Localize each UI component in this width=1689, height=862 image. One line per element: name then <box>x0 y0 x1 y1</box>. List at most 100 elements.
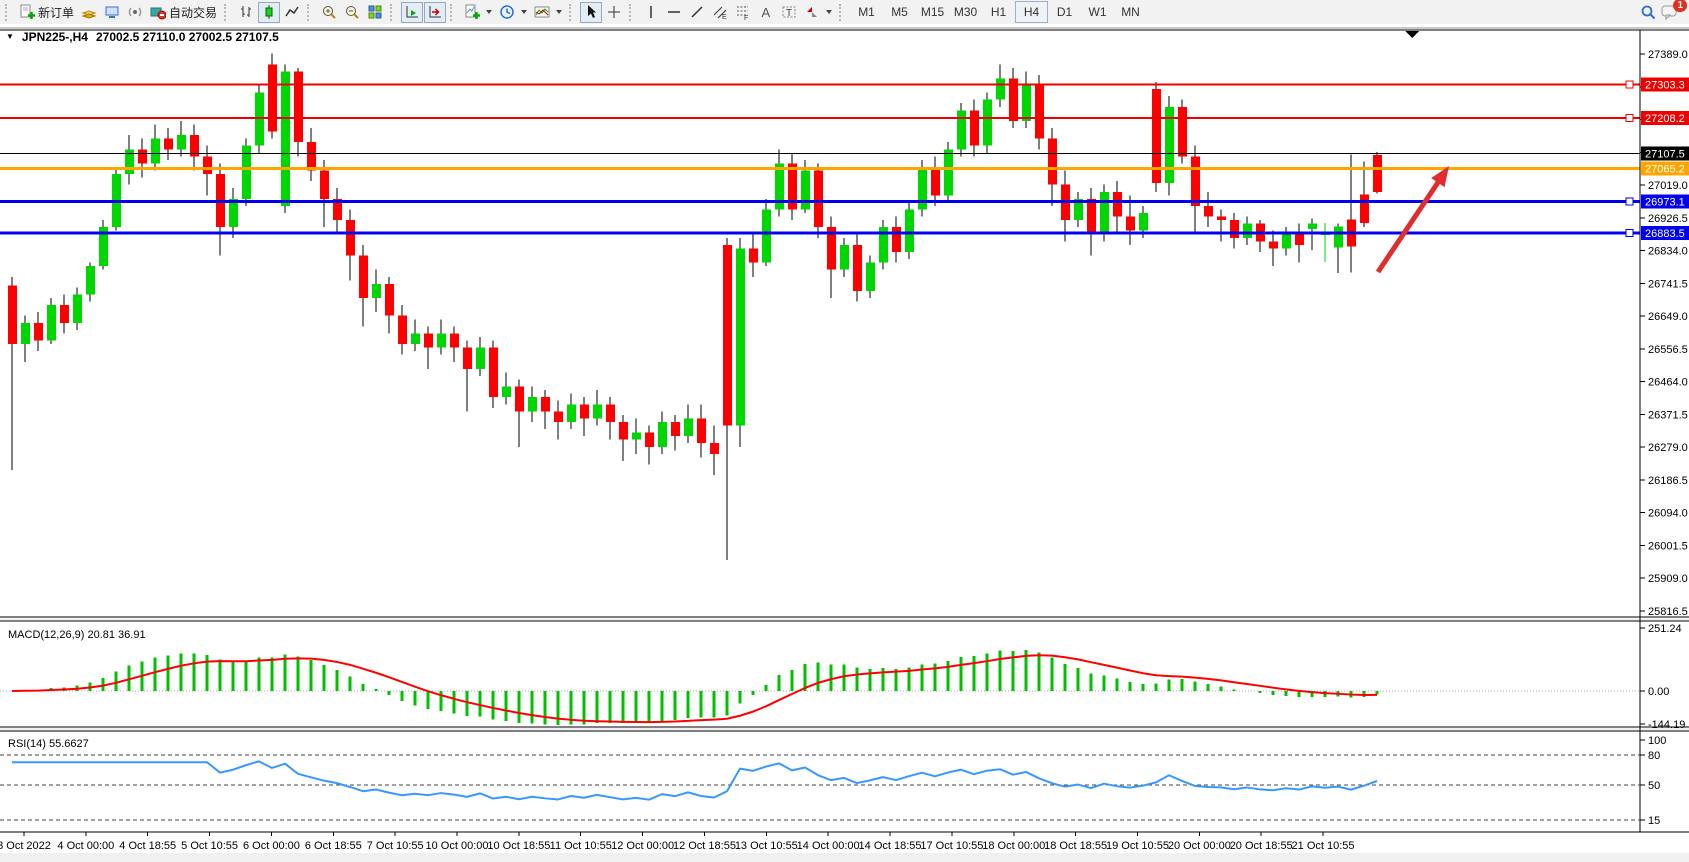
time-axis-label: 17 Oct 10:55 <box>920 840 983 852</box>
bar-chart-button[interactable] <box>235 2 257 23</box>
candle-body <box>879 227 888 263</box>
candlestick-button[interactable] <box>258 1 281 23</box>
new-order-label: 新订单 <box>38 5 75 20</box>
timeframe-button-M30[interactable]: M30 <box>953 5 978 19</box>
time-axis-label: 10 Oct 18:55 <box>487 840 550 852</box>
periods-button[interactable] <box>496 2 530 23</box>
crosshair-icon <box>608 6 621 18</box>
auto-scroll-button[interactable] <box>401 1 424 23</box>
time-axis-label: 14 Oct 18:55 <box>859 840 922 852</box>
candle-body <box>593 404 602 419</box>
candle-body <box>1334 226 1343 248</box>
svg-text:E: E <box>722 14 727 20</box>
price-badge <box>1641 194 1689 209</box>
search-button[interactable] <box>1637 2 1660 23</box>
price-axis-tick: 27389.0 <box>1648 49 1688 61</box>
rsi-axis-tick: 15 <box>1648 815 1660 827</box>
price-axis-tick: 26834.0 <box>1648 246 1688 258</box>
rsi-label: RSI(14) 55.6627 <box>8 738 89 750</box>
candle-body <box>1165 106 1174 183</box>
text-button[interactable]: A <box>755 2 777 23</box>
candle-body <box>242 145 251 199</box>
text-icon: A <box>762 5 771 20</box>
arrows-button[interactable] <box>801 2 835 23</box>
candle-body <box>450 333 459 348</box>
candle-body <box>1295 234 1304 245</box>
trendline-icon <box>691 6 703 18</box>
macd-axis-tick: 251.24 <box>1648 623 1682 635</box>
price-badge-label: 27303.3 <box>1645 79 1685 91</box>
vertical-line-button[interactable] <box>640 2 662 23</box>
timeframe-button-H4[interactable]: H4 <box>1015 1 1049 23</box>
templates-button[interactable] <box>531 2 565 23</box>
fibonacci-button[interactable]: F <box>732 2 754 23</box>
one-click-dropdown-icon[interactable]: ▼ <box>6 32 14 41</box>
chart-area[interactable]: ▼ JPN225-,H4 27002.5 27110.0 27002.5 271… <box>0 24 1689 862</box>
timeframe-button-M15[interactable]: M15 <box>920 5 945 19</box>
templates-dropdown-caret <box>556 10 563 14</box>
tile-windows-button[interactable] <box>364 2 386 23</box>
price-chart-canvas[interactable]: 27389.027296.527204.027111.527019.026926… <box>0 24 1689 862</box>
price-badge <box>1641 111 1689 126</box>
candle-body <box>320 170 329 199</box>
trend-arrow-annotation[interactable] <box>1375 177 1443 274</box>
market-watch-button[interactable] <box>78 2 100 23</box>
price-badge <box>1641 226 1689 241</box>
candle-body <box>359 255 368 299</box>
chat-button[interactable]: 1 <box>1661 0 1687 21</box>
candle-body <box>1139 213 1148 231</box>
candle-body <box>1191 156 1200 206</box>
trendline-button[interactable] <box>686 2 708 23</box>
candle-body <box>1282 234 1291 249</box>
chart-shift-button[interactable] <box>424 1 447 23</box>
data-window-button[interactable] <box>101 2 123 23</box>
timeframe-button-M5[interactable]: M5 <box>891 5 908 19</box>
zoom-out-icon <box>346 6 359 19</box>
timeframe-button-M1[interactable]: M1 <box>858 5 875 19</box>
chart-shift-marker[interactable] <box>1405 31 1419 38</box>
candle-body <box>99 227 108 267</box>
equidistant-channel-button[interactable]: E <box>709 2 731 23</box>
price-axis-tick: 26649.0 <box>1648 311 1688 323</box>
timeframe-button-D1[interactable]: D1 <box>1056 5 1073 19</box>
rsi-line <box>12 760 1378 801</box>
text-label-button[interactable]: T <box>778 2 800 23</box>
trend-arrow-head[interactable] <box>1431 166 1449 188</box>
hline-handle[interactable] <box>1625 229 1634 238</box>
signals-button[interactable] <box>124 2 146 23</box>
time-axis-label: 18 Oct 00:00 <box>982 840 1045 852</box>
candle-body <box>1074 198 1083 221</box>
candle-body <box>541 397 550 412</box>
hline-handle[interactable] <box>1625 197 1634 206</box>
toolbar-grip <box>839 3 845 21</box>
price-axis-tick: 27019.0 <box>1648 180 1688 192</box>
candle-body <box>177 135 186 150</box>
price-axis-tick: 25909.0 <box>1648 573 1688 585</box>
candle-body <box>749 248 758 263</box>
hline-handle[interactable] <box>1625 80 1634 89</box>
hline-handle[interactable] <box>1625 114 1634 123</box>
candle-body <box>398 315 407 345</box>
zoom-out-button[interactable] <box>341 2 363 23</box>
timeframe-button-MN[interactable]: MN <box>1121 5 1140 19</box>
time-axis-label: 12 Oct 00:00 <box>611 840 674 852</box>
toolbar-grip <box>5 3 11 21</box>
new-order-button[interactable]: 新订单 <box>16 2 77 23</box>
crosshair-button[interactable] <box>603 2 625 23</box>
timeframe-button-W1[interactable]: W1 <box>1088 5 1107 19</box>
svg-text:F: F <box>744 15 748 20</box>
line-chart-button[interactable] <box>281 2 303 23</box>
timeframe-button-H1[interactable]: H1 <box>990 5 1007 19</box>
autotrading-button[interactable]: 自动交易 <box>147 2 220 23</box>
price-axis-tick: 26464.0 <box>1648 377 1688 389</box>
indicators-button[interactable] <box>461 2 495 23</box>
cursor-button[interactable] <box>580 1 603 23</box>
candle-body <box>73 294 82 323</box>
fibonacci-icon: F <box>737 6 748 20</box>
toolbar-grip <box>307 3 313 21</box>
candle-body <box>138 149 147 164</box>
terminal-icon <box>105 6 119 18</box>
zoom-in-button[interactable] <box>318 2 340 23</box>
horizontal-line-button[interactable] <box>663 2 685 23</box>
equidistant-channel-icon: E <box>713 6 727 20</box>
